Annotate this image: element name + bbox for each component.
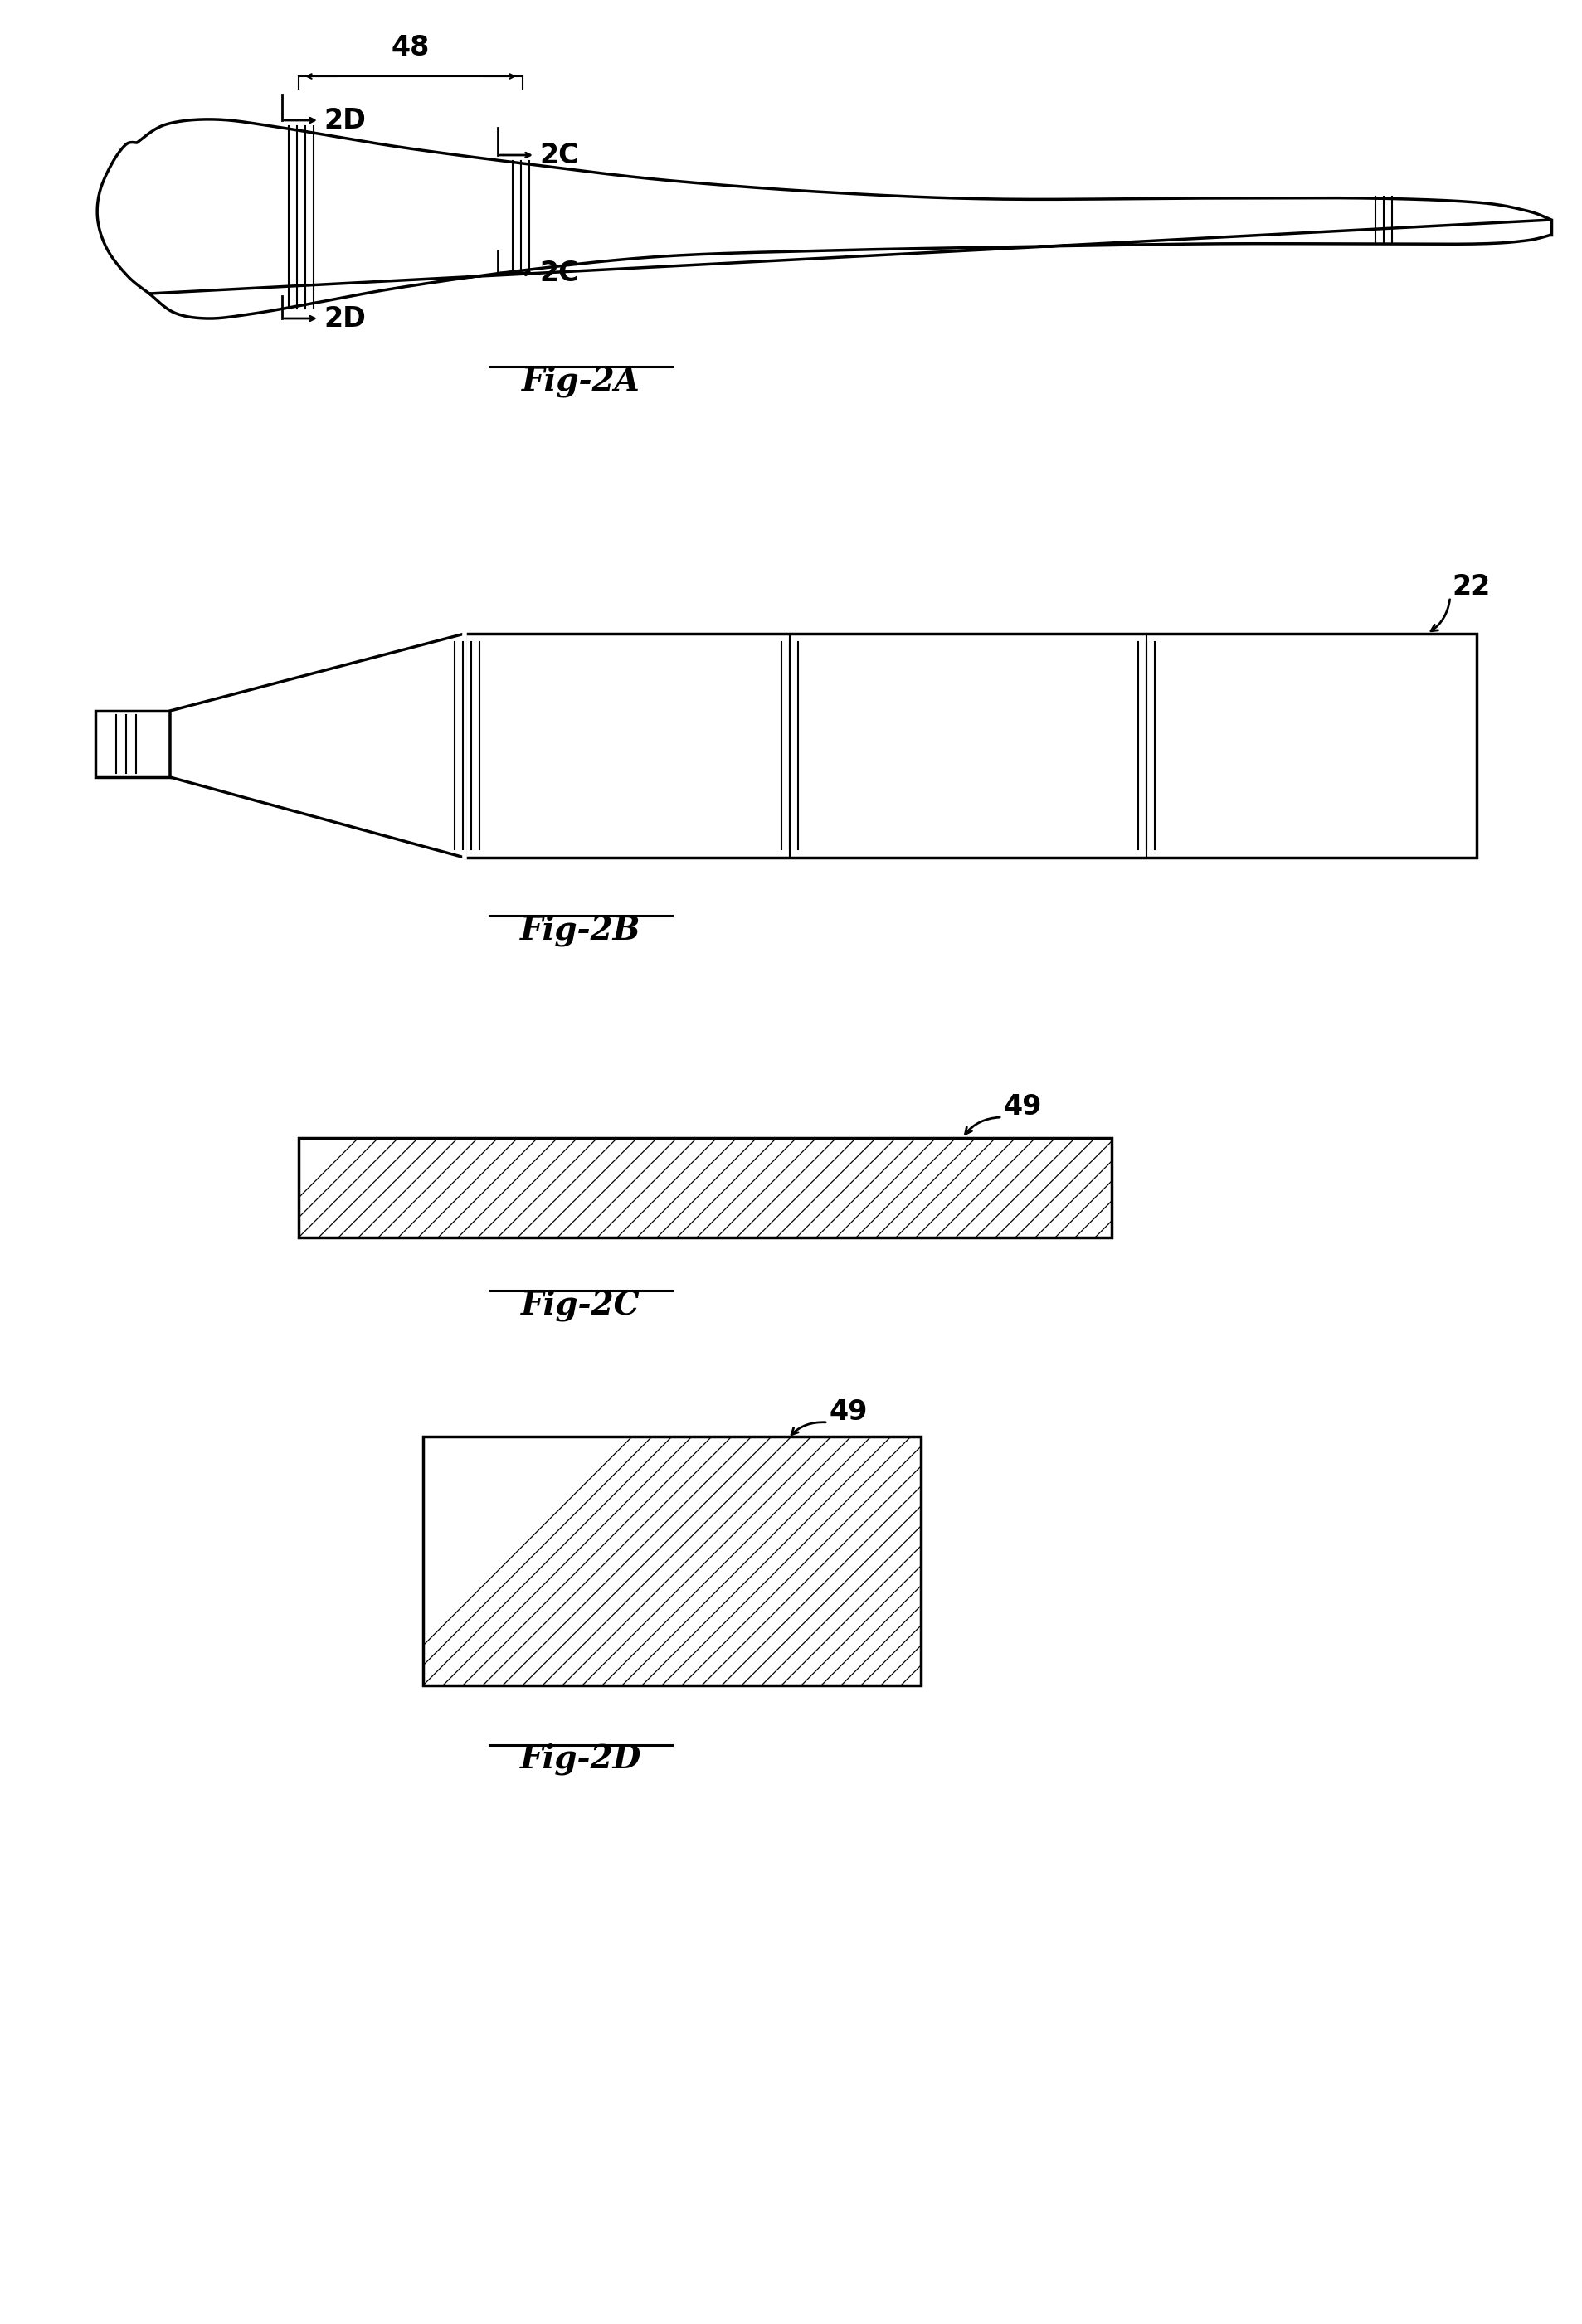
- Text: 49: 49: [1003, 1092, 1041, 1120]
- Polygon shape: [97, 119, 1550, 318]
- Text: Fig-2A: Fig-2A: [520, 365, 639, 397]
- FancyArrowPatch shape: [1430, 600, 1449, 632]
- Bar: [299, 1139, 1111, 1236]
- FancyArrowPatch shape: [965, 1118, 1000, 1134]
- Text: 22: 22: [1451, 572, 1489, 600]
- Text: 2D: 2D: [323, 304, 365, 332]
- Text: 49: 49: [829, 1399, 867, 1425]
- Text: 48: 48: [391, 35, 430, 60]
- Text: Fig-2B: Fig-2B: [520, 913, 641, 946]
- Polygon shape: [169, 634, 465, 858]
- Text: Fig-2C: Fig-2C: [520, 1290, 641, 1320]
- Text: 2D: 2D: [323, 107, 365, 135]
- Text: 2C: 2C: [539, 260, 579, 286]
- Bar: [465, 634, 1476, 858]
- Text: Fig-2D: Fig-2D: [520, 1743, 641, 1776]
- Bar: [95, 711, 169, 776]
- FancyArrowPatch shape: [791, 1422, 826, 1434]
- Bar: [422, 1436, 921, 1685]
- Text: 2C: 2C: [539, 142, 579, 170]
